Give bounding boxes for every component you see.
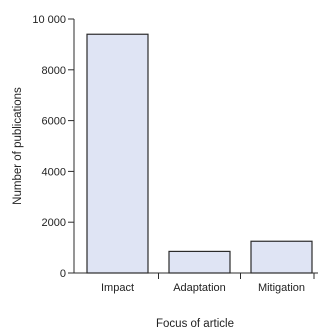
y-axis: 0 2000 4000 6000 8000 10 000 — [32, 14, 75, 280]
bar-mitigation — [250, 240, 313, 274]
x-tick-label: Mitigation — [258, 282, 305, 294]
bar-impact — [86, 33, 149, 274]
y-tick-label: 10 000 — [32, 14, 66, 26]
y-axis-title: Number of publications — [12, 87, 24, 205]
y-tick-label: 0 — [60, 268, 66, 280]
x-tick-label: Impact — [101, 282, 134, 294]
y-tick-label: 2000 — [42, 217, 66, 229]
x-tick-label: Adaptation — [173, 282, 226, 294]
x-axis: Impact Adaptation Mitigation — [74, 272, 318, 294]
y-tick-label: 8000 — [42, 65, 66, 77]
y-tick-label: 4000 — [42, 166, 66, 178]
y-tick-label: 6000 — [42, 116, 66, 128]
bars — [86, 33, 313, 274]
bar-adaptation — [168, 250, 231, 274]
x-axis-title: Focus of article — [156, 318, 234, 330]
